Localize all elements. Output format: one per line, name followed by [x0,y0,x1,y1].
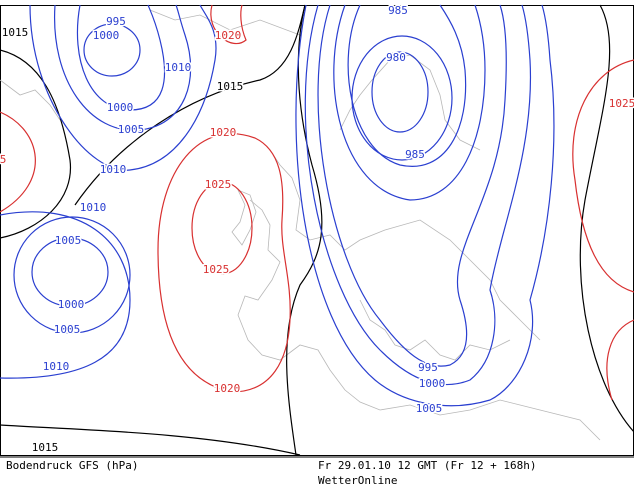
isobar-label: 1005 [416,402,443,415]
product-name: Bodendruck GFS (hPa) [6,459,138,472]
isobar-label: 1015 [32,441,59,454]
isobar-label: 985 [405,148,425,161]
isobar-label: 1010 [165,61,192,74]
isobar-label: 985 [388,4,408,17]
isobar-label: 1000 [58,298,85,311]
isobar-label: 1005 [118,123,145,136]
isobar-label: 1005 [55,234,82,247]
isobar-label: 1000 [93,29,120,42]
valid-time: Fr 29.01.10 12 GMT (Fr 12 + 168h) [318,459,537,472]
isobar-label: 1015 [217,80,244,93]
isobar-label: 1020 [215,29,242,42]
isobar-label: 1020 [210,126,237,139]
isobar-label: 995 [418,361,438,374]
isobar-label: 1000 [107,101,134,114]
isobar-label: 5 [0,153,6,166]
isobar-label: 980 [386,51,406,64]
isobar-label: 1025 [203,263,230,276]
isobar-label: 1005 [54,323,81,336]
isobar-label: 995 [106,15,126,28]
isobar-label: 1010 [100,163,127,176]
isobars [0,4,634,456]
isobar-label: 1010 [43,360,70,373]
isobar-label: 1020 [214,382,241,395]
isobar-label: 1025 [205,178,232,191]
isobar-label: 1025 [609,97,634,110]
isobar-label: 1015 [2,26,29,39]
isobar-label: 1010 [80,201,107,214]
isobar-label: 1000 [419,377,446,390]
map-frame [0,5,634,456]
source: WetterOnline [318,474,397,487]
coastlines [0,9,601,441]
